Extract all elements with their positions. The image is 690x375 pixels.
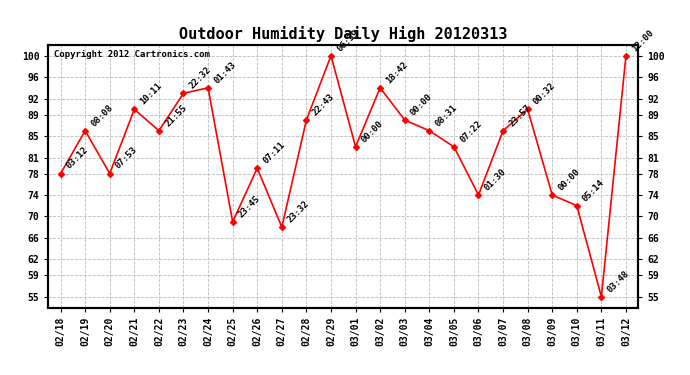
Text: 10:11: 10:11 — [139, 81, 164, 106]
Text: 03:48: 03:48 — [606, 268, 631, 294]
Text: 00:00: 00:00 — [409, 92, 434, 117]
Text: 21:55: 21:55 — [163, 103, 188, 128]
Text: 23:57: 23:57 — [507, 103, 533, 128]
Text: 07:22: 07:22 — [458, 118, 484, 144]
Text: 22:43: 22:43 — [310, 92, 336, 117]
Text: Copyright 2012 Cartronics.com: Copyright 2012 Cartronics.com — [55, 50, 210, 59]
Text: 07:11: 07:11 — [262, 140, 287, 165]
Text: 00:32: 00:32 — [532, 81, 557, 106]
Text: 06:39: 06:39 — [335, 28, 360, 53]
Text: 23:45: 23:45 — [237, 194, 262, 219]
Text: 01:43: 01:43 — [213, 60, 237, 85]
Text: 01:30: 01:30 — [482, 167, 508, 192]
Text: 05:14: 05:14 — [581, 178, 607, 203]
Text: 08:08: 08:08 — [89, 103, 115, 128]
Text: 00:00: 00:00 — [556, 167, 582, 192]
Text: 08:31: 08:31 — [433, 103, 459, 128]
Text: 22:32: 22:32 — [188, 65, 213, 90]
Text: 23:32: 23:32 — [286, 199, 311, 224]
Text: 00:00: 00:00 — [359, 118, 385, 144]
Text: 03:12: 03:12 — [65, 146, 90, 171]
Text: 12:00: 12:00 — [630, 28, 656, 53]
Title: Outdoor Humidity Daily High 20120313: Outdoor Humidity Daily High 20120313 — [179, 27, 508, 42]
Text: 07:53: 07:53 — [114, 146, 139, 171]
Text: 18:42: 18:42 — [384, 60, 410, 85]
